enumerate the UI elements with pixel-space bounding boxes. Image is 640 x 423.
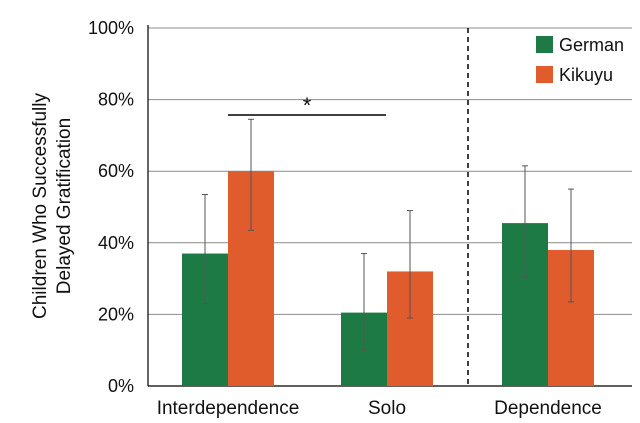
- category-label: Interdependence: [157, 398, 300, 419]
- legend-swatch-kikuyu: [536, 66, 553, 83]
- y-tick-label: 60%: [98, 161, 134, 181]
- y-axis-title-line-2: Delayed Gratification: [54, 118, 75, 294]
- y-tick-label: 20%: [98, 304, 134, 324]
- y-axis-title: Children Who Successfully Delayed Gratif…: [30, 93, 75, 319]
- y-tick-label: 0%: [108, 376, 134, 396]
- legend-label-kikuyu: Kikuyu: [559, 65, 613, 85]
- category-label: Dependence: [494, 398, 602, 419]
- y-tick-labels: 0% 20% 40% 60% 80% 100%: [88, 18, 134, 396]
- y-axis-title-line-1: Children Who Successfully: [30, 93, 51, 319]
- significance-marker: *: [228, 93, 386, 118]
- legend-label-german: German: [559, 35, 624, 55]
- legend: German Kikuyu: [536, 35, 624, 85]
- error-bars: [202, 118, 574, 351]
- y-tick-label: 80%: [98, 90, 134, 110]
- category-label: Solo: [368, 398, 406, 419]
- category-labels: Interdependence Solo Dependence: [157, 398, 602, 419]
- y-tick-label: 100%: [88, 18, 134, 38]
- y-tick-label: 40%: [98, 233, 134, 253]
- significance-label: *: [303, 93, 312, 118]
- legend-swatch-german: [536, 36, 553, 53]
- bars: [182, 171, 594, 386]
